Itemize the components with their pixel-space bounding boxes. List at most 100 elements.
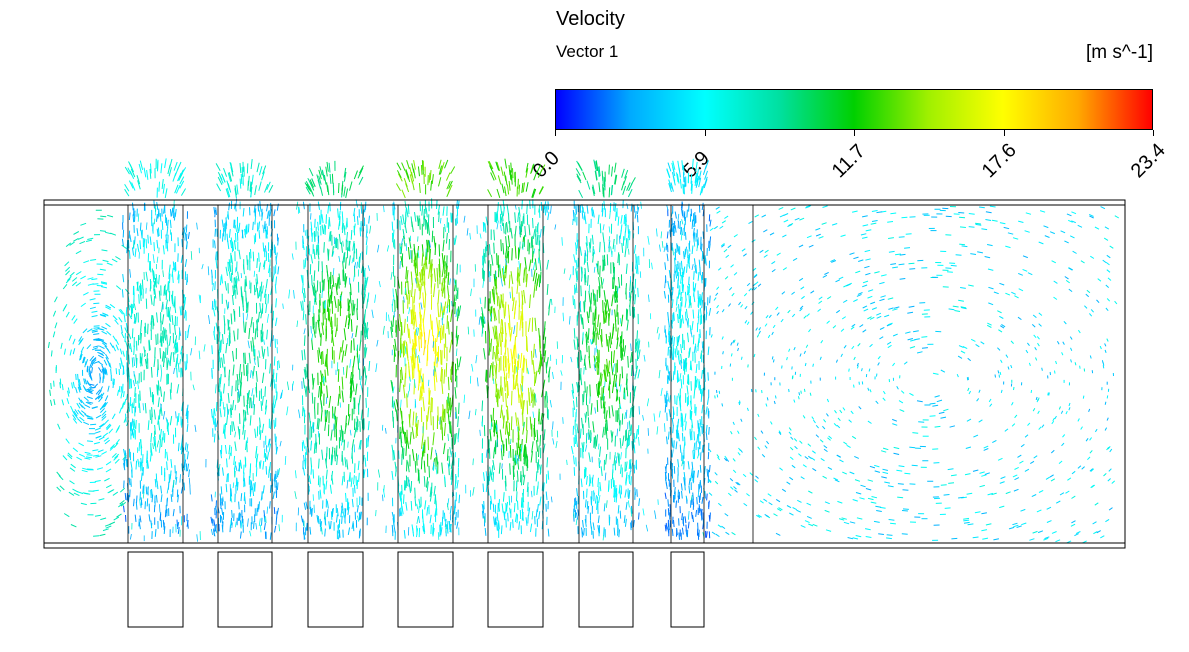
velocity-vector xyxy=(261,323,264,335)
velocity-vector xyxy=(304,182,310,190)
velocity-vector xyxy=(1053,280,1058,284)
velocity-vector xyxy=(613,277,615,289)
velocity-vector xyxy=(500,294,504,308)
velocity-vector xyxy=(440,367,443,382)
velocity-vector xyxy=(265,229,268,239)
velocity-vector xyxy=(144,358,148,370)
velocity-vector xyxy=(681,490,683,499)
velocity-vector xyxy=(1048,392,1050,396)
velocity-vector xyxy=(667,346,669,356)
velocity-vector xyxy=(146,460,149,469)
velocity-vector xyxy=(1038,323,1042,327)
velocity-vector xyxy=(339,385,341,399)
velocity-vector xyxy=(518,443,522,457)
velocity-vector xyxy=(581,417,584,429)
velocity-vector xyxy=(213,331,216,340)
velocity-vector xyxy=(171,208,174,216)
velocity-vector xyxy=(540,353,543,367)
velocity-vector xyxy=(803,315,807,319)
velocity-vector xyxy=(850,326,855,330)
velocity-vector xyxy=(426,407,430,422)
velocity-vector xyxy=(261,346,264,357)
velocity-vector xyxy=(434,495,437,506)
velocity-vector xyxy=(685,308,688,319)
velocity-vector xyxy=(621,413,624,425)
velocity-vector xyxy=(702,165,707,175)
velocity-vector xyxy=(1027,272,1033,276)
velocity-vector xyxy=(542,443,546,454)
velocity-vector xyxy=(821,222,827,225)
velocity-vector xyxy=(63,513,70,518)
velocity-vector xyxy=(1077,224,1083,228)
velocity-vector xyxy=(892,418,898,422)
velocity-vector xyxy=(82,328,88,334)
velocity-vector xyxy=(708,515,711,522)
velocity-vector xyxy=(695,161,698,172)
velocity-vector xyxy=(154,277,157,288)
velocity-vector xyxy=(226,187,231,198)
velocity-vector xyxy=(967,387,970,392)
velocity-vector xyxy=(1004,428,1009,432)
velocity-vector xyxy=(148,514,151,522)
velocity-vector xyxy=(129,379,131,389)
velocity-vector xyxy=(746,321,750,325)
velocity-vector xyxy=(324,458,328,469)
velocity-vector xyxy=(823,448,828,453)
velocity-vector xyxy=(536,503,539,513)
velocity-vector xyxy=(540,413,543,425)
velocity-vector xyxy=(341,390,344,403)
velocity-vector xyxy=(427,329,431,345)
velocity-vector xyxy=(68,334,72,341)
velocity-vector xyxy=(688,240,691,249)
velocity-vector xyxy=(335,283,338,296)
velocity-vector xyxy=(223,168,228,177)
velocity-vector xyxy=(159,438,161,448)
velocity-vector xyxy=(987,492,994,496)
velocity-vector xyxy=(128,354,130,365)
velocity-vector xyxy=(311,275,313,286)
velocity-vector xyxy=(839,459,844,463)
velocity-vector xyxy=(352,379,355,392)
velocity-vector xyxy=(703,179,708,189)
velocity-vector xyxy=(523,269,525,283)
velocity-vector xyxy=(101,340,107,345)
velocity-vector xyxy=(959,243,966,246)
velocity-vector xyxy=(117,502,124,508)
velocity-vector xyxy=(400,339,403,354)
velocity-vector xyxy=(101,451,107,455)
velocity-vector xyxy=(268,443,272,453)
velocity-vector xyxy=(243,477,246,487)
velocity-vector xyxy=(617,252,620,264)
velocity-vector xyxy=(865,488,872,491)
velocity-vector xyxy=(121,289,124,298)
velocity-vector xyxy=(999,481,1005,484)
velocity-vector xyxy=(159,347,162,359)
velocity-vector xyxy=(341,340,344,353)
velocity-vector xyxy=(123,313,126,323)
velocity-vector xyxy=(408,290,411,305)
velocity-vector xyxy=(1055,500,1061,504)
velocity-vector xyxy=(909,392,914,396)
velocity-vector xyxy=(705,424,708,434)
velocity-vector xyxy=(599,265,601,278)
velocity-vector xyxy=(84,457,91,460)
velocity-vector xyxy=(139,329,142,340)
velocity-vector xyxy=(413,160,416,170)
velocity-vector xyxy=(687,332,689,343)
velocity-vector xyxy=(808,455,812,460)
velocity-vector xyxy=(523,452,526,465)
velocity-vector xyxy=(249,468,251,478)
velocity-vector xyxy=(184,259,188,267)
velocity-vector xyxy=(673,519,675,528)
velocity-vector xyxy=(788,223,794,226)
velocity-vector xyxy=(547,470,550,480)
velocity-vector xyxy=(65,278,71,284)
velocity-vector xyxy=(580,285,582,297)
velocity-vector xyxy=(932,404,939,407)
velocity-vector xyxy=(491,292,496,305)
velocity-vector xyxy=(219,449,222,459)
velocity-vector xyxy=(136,495,138,503)
velocity-vector xyxy=(637,369,641,379)
velocity-vector xyxy=(161,437,163,448)
velocity-vector xyxy=(689,431,692,441)
